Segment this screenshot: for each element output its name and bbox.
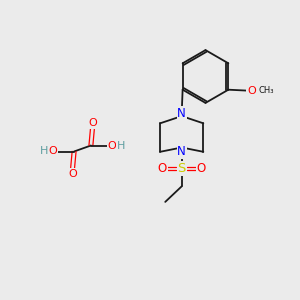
Text: S: S [178,162,186,175]
Text: CH₃: CH₃ [259,86,274,95]
Text: O: O [68,169,77,179]
Text: H: H [116,140,125,151]
Text: O: O [88,118,97,128]
Text: O: O [49,146,58,157]
Text: N: N [177,145,186,158]
Text: O: O [247,85,256,96]
Text: H: H [40,146,49,157]
Text: O: O [196,162,206,175]
Text: O: O [158,162,167,175]
Text: O: O [107,140,116,151]
Text: N: N [177,107,186,120]
